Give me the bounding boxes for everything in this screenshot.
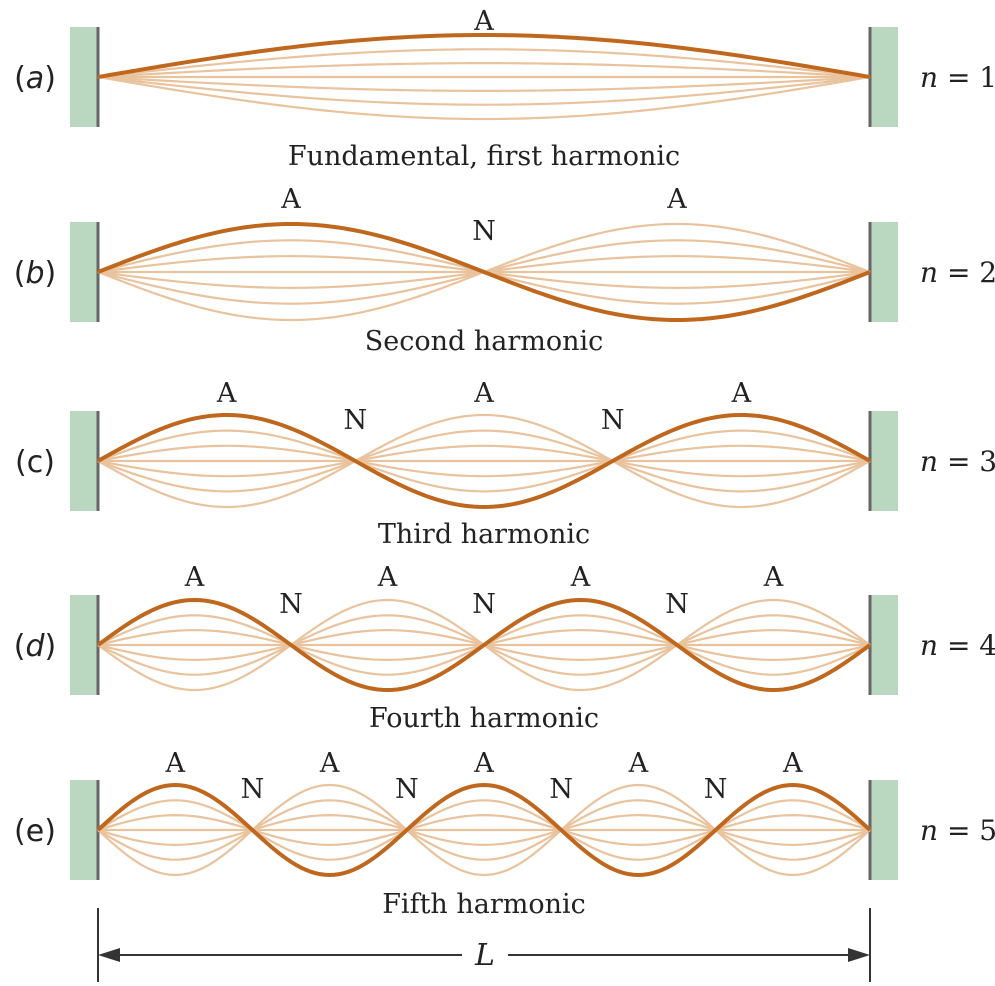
string-ghost-3 [97, 413, 871, 509]
antinode-label: A [319, 748, 340, 779]
string-ghost-1 [97, 48, 871, 79]
harmonic-caption: Second harmonic [365, 326, 604, 357]
case-label: (c) [15, 445, 55, 480]
node-label: N [601, 405, 625, 436]
antinode-label: A [216, 378, 237, 409]
antinode-label: A [473, 6, 494, 37]
harmonic-number: n = 4 [920, 629, 995, 662]
node-label: N [241, 774, 265, 805]
fixed-end-right-3 [868, 411, 898, 511]
antinode-label: A [666, 184, 687, 215]
node-label: N [472, 589, 496, 620]
case-label: (a) [14, 61, 56, 96]
antinode-label: A [731, 378, 752, 409]
antinode-label: A [377, 562, 398, 593]
antinode-label: A [164, 748, 185, 779]
string-ghost-5 [97, 783, 871, 877]
string-ghost-3 [97, 429, 871, 493]
harmonic-5: A A A A A N N N N (e) n = 5 Fifth harmonic [14, 748, 995, 920]
fixed-end-right-2 [868, 222, 898, 322]
harmonic-caption: Fifth harmonic [382, 889, 586, 920]
antinode-label: A [570, 562, 591, 593]
antinode-label: A [280, 184, 301, 215]
string-ghost-5 [97, 814, 871, 846]
fixed-end-left-1 [70, 27, 100, 127]
string-ghost-1 [97, 75, 871, 92]
fixed-end-right-4 [868, 595, 898, 695]
fixed-end-right-1 [868, 27, 898, 127]
harmonic-number: n = 5 [920, 814, 995, 847]
harmonic-number: n = 3 [920, 445, 995, 478]
fixed-end-left-5 [70, 780, 100, 880]
harmonic-number: n = 2 [920, 256, 995, 289]
node-label: N [472, 216, 496, 247]
string-ghost-3 [97, 444, 871, 478]
string-ghost-3 [97, 444, 871, 478]
antinode-label: A [473, 378, 494, 409]
node-label: N [395, 774, 419, 805]
string-ghost-1 [97, 75, 871, 121]
fixed-end-left-3 [70, 411, 100, 511]
string-main-5 [96, 782, 872, 878]
string-main-4 [96, 597, 872, 693]
string-main-3 [97, 413, 871, 510]
harmonic-caption: Fundamental, first harmonic [288, 141, 680, 172]
fixed-end-right-5 [868, 780, 898, 880]
string-ghost-3 [97, 429, 871, 493]
antinode-label: A [473, 748, 494, 779]
harmonic-4: A A A A N N N (d) n = 4 Fourth harmonic [14, 562, 995, 734]
case-label: (d) [14, 629, 56, 664]
string-ghost-1 [97, 62, 871, 79]
string-ghost-1 [97, 75, 871, 106]
node-label: N [344, 405, 368, 436]
string-ghost-5 [97, 814, 871, 846]
string-main-1 [97, 32, 871, 79]
node-label: N [279, 589, 303, 620]
harmonic-caption: Fourth harmonic [369, 703, 599, 734]
harmonic-number: n = 1 [920, 61, 995, 94]
case-label: (b) [14, 256, 56, 291]
harmonic-2: A A N (b) n = 2 Second harmonic [14, 184, 995, 357]
length-dimension: L [97, 908, 871, 982]
string-ghost-5 [97, 799, 871, 861]
antinode-label: A [184, 562, 205, 593]
antinode-label: A [628, 748, 649, 779]
case-label: (e) [14, 814, 56, 849]
node-label: N [549, 774, 573, 805]
harmonic-caption: Third harmonic [378, 519, 590, 550]
string-main-2 [97, 221, 871, 323]
node-label: N [665, 589, 689, 620]
fixed-end-left-4 [70, 595, 100, 695]
length-label: L [474, 938, 495, 973]
antinode-label: A [782, 748, 803, 779]
node-label: N [704, 774, 728, 805]
string-ghost-5 [97, 799, 871, 861]
fixed-end-left-2 [70, 222, 100, 322]
antinode-label: A [763, 562, 784, 593]
harmonic-1: A (a) n = 1 Fundamental, first harmonic [14, 6, 995, 172]
harmonic-3: A A A N N (c) n = 3 Third harmonic [15, 378, 995, 550]
